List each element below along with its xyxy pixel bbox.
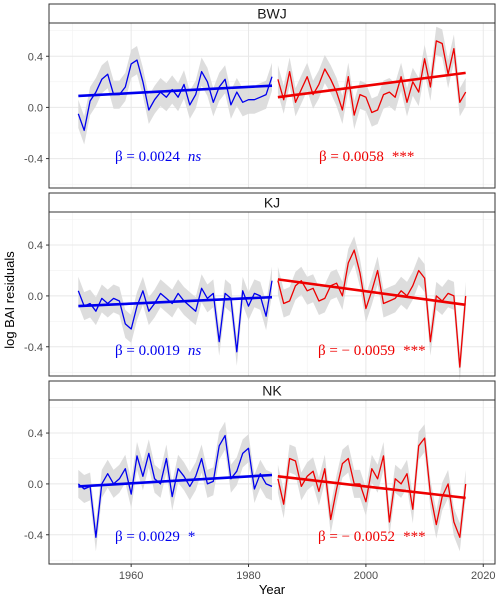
x-tick-label: 2020: [471, 570, 495, 582]
beta-value: β = 0.0019: [115, 343, 180, 359]
beta-annotation-late: β = − 0.0052 ***: [318, 529, 426, 545]
significance-label: ns: [188, 343, 202, 359]
y-tick-label: 0.4: [28, 428, 43, 440]
confidence-band-late: [277, 236, 466, 382]
trend-line-early: [78, 84, 273, 98]
confidence-band-late: [277, 424, 466, 552]
significance-label: ***: [403, 343, 426, 359]
beta-value: β = 0.0029: [115, 529, 180, 545]
beta-annotation-late: β = − 0.0059 ***: [318, 343, 426, 359]
y-tick-label: -0.4: [24, 342, 43, 354]
beta-value: β = − 0.0059: [318, 343, 395, 359]
significance-label: *: [188, 529, 196, 545]
beta-value: β = − 0.0052: [318, 529, 395, 545]
panel-title: BWJ: [257, 6, 287, 22]
y-tick-label: 0.0: [28, 291, 43, 303]
series-line-late: [277, 40, 467, 116]
x-tick-label: 2000: [354, 570, 378, 582]
y-tick-label: 0.0: [28, 479, 43, 491]
y-tick-label: -0.4: [24, 154, 43, 166]
x-axis-title: Year: [259, 582, 286, 597]
beta-annotation-early: β = 0.0024 ns: [115, 149, 201, 165]
series-line-early: [77, 280, 273, 353]
panel-nk: NK β = 0.0029 * β = − 0.0052 *** -0.4 0.0 0.4 19…: [24, 380, 496, 582]
x-tick-label: 1980: [236, 570, 260, 582]
confidence-band-late: [277, 26, 466, 130]
significance-label: ns: [188, 149, 202, 165]
trend-line-early: [78, 295, 273, 308]
y-tick-label: 0.4: [28, 51, 43, 63]
significance-label: ***: [392, 149, 415, 165]
panel-title: NK: [262, 383, 282, 399]
panel-border: [48, 399, 496, 565]
panel-border: [48, 22, 496, 189]
trend-line-late: [277, 474, 466, 500]
y-tick-label: -0.4: [24, 530, 43, 542]
panel-kj: KJ β = 0.0019 ns β = − 0.0059 *** -0.4 0.0 0.4: [24, 192, 496, 382]
panel-border: [48, 211, 496, 377]
beta-annotation-early: β = 0.0029 *: [115, 529, 195, 545]
significance-label: ***: [403, 529, 426, 545]
confidence-band-early: [78, 421, 272, 552]
trend-line-late: [277, 278, 466, 307]
series-line-late: [277, 437, 467, 538]
series-line-early: [77, 434, 273, 538]
trend-line-early: [78, 473, 273, 488]
beta-value: β = 0.0024: [115, 149, 180, 165]
beta-value: β = 0.0058: [319, 149, 384, 165]
x-tick-label: 1960: [119, 570, 143, 582]
beta-annotation-early: β = 0.0019 ns: [115, 343, 201, 359]
y-axis-title: log BAI residuals: [2, 251, 17, 349]
confidence-band-early: [78, 46, 272, 145]
panel-title: KJ: [264, 195, 280, 211]
series-line-early: [77, 59, 273, 132]
y-tick-label: 0.0: [28, 102, 43, 114]
trend-line-late: [277, 71, 466, 99]
panel-bwj: BWJ β = 0.0024 ns β = 0.0058 *** -0.4 0.0 0.4: [24, 3, 496, 189]
beta-annotation-late: β = 0.0058 ***: [319, 149, 414, 165]
y-tick-label: 0.4: [28, 240, 43, 252]
